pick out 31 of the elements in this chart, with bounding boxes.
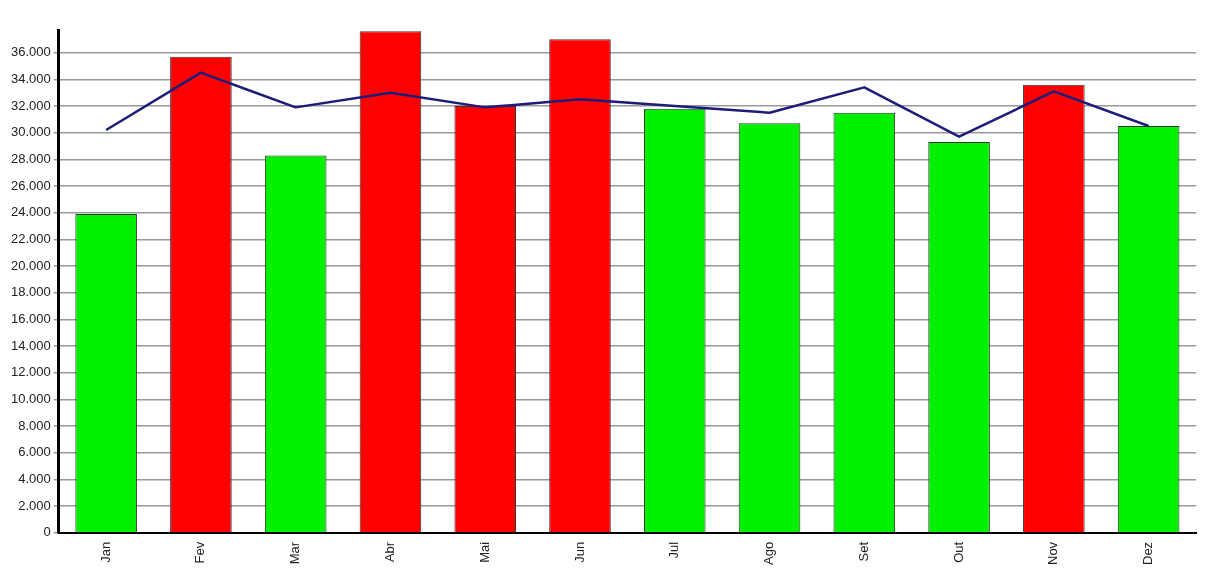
x-tick-label: Fev [192, 541, 208, 564]
y-tick-label: 0 [43, 524, 51, 540]
x-tick-label: Mai [476, 541, 492, 563]
x-tick-label: Abr [382, 541, 398, 563]
y-tick-label: 28.000 [11, 150, 51, 166]
x-tick-label: Ago [761, 541, 777, 566]
y-tick-label: 30.000 [11, 124, 51, 140]
x-tick-label: Nov [1045, 541, 1061, 565]
y-tick-label: 8.000 [18, 417, 51, 433]
y-tick-label: 36.000 [11, 44, 51, 60]
y-tick-label: 24.000 [11, 204, 51, 220]
y-tick-label: 22.000 [11, 231, 51, 246]
y-tick-label: 6.000 [18, 444, 51, 460]
y-tick-label: 20.000 [11, 257, 51, 273]
x-tick-label: Out [950, 541, 966, 563]
y-tick-label: 2.000 [18, 497, 51, 513]
y-tick-label: 32.000 [11, 97, 51, 113]
y-tick-label: 14.000 [11, 337, 51, 353]
y-tick-label: 26.000 [11, 177, 51, 193]
y-tick-label: 18.000 [11, 284, 51, 300]
x-tick-label: Jun [571, 541, 587, 563]
x-tick-label: Jul [666, 541, 682, 559]
x-tick-label: Set [855, 541, 871, 562]
y-tick-label: 16.000 [11, 311, 51, 327]
x-tick-label: Mar [287, 541, 303, 565]
x-tick-label: Dez [1140, 541, 1156, 565]
x-tick-label: Jan [97, 541, 113, 563]
y-tick-label: 12.000 [11, 364, 51, 380]
y-tick-label: 4.000 [18, 471, 51, 487]
y-tick-label: 10.000 [11, 391, 51, 407]
y-tick-label: 34.000 [11, 70, 51, 86]
